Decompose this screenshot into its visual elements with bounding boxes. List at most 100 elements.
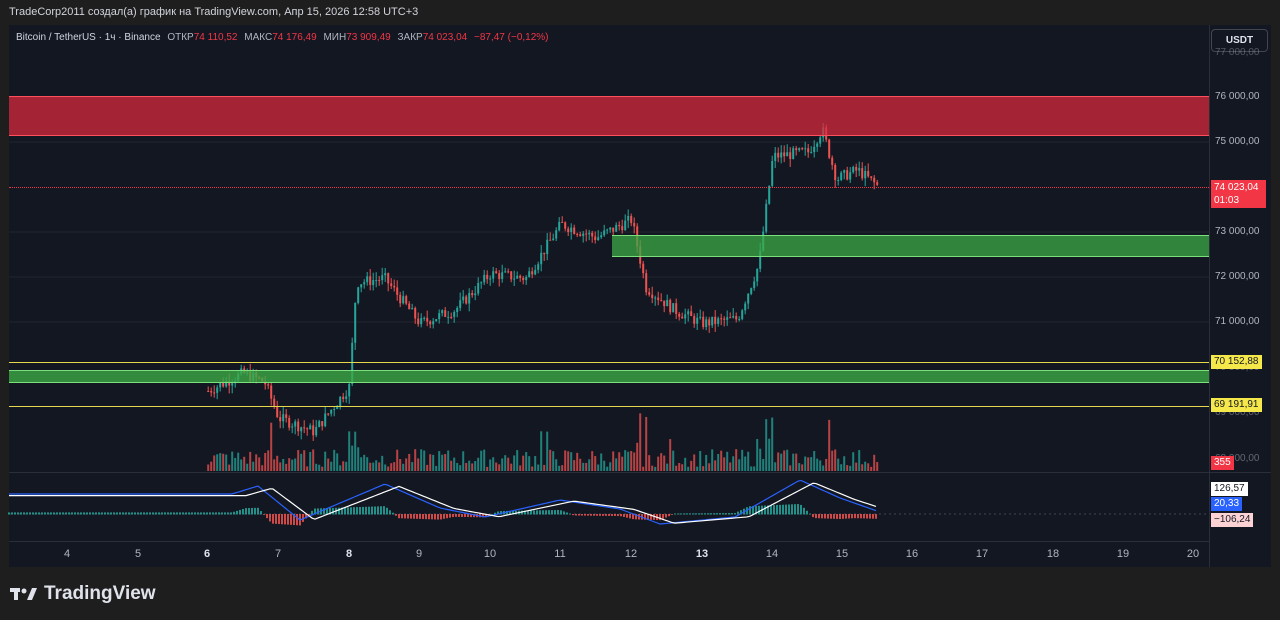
macd-histogram-bar (77, 512, 79, 515)
macd-histogram-bar (533, 510, 535, 515)
change-value: −87,47 (−0,12%) (474, 32, 549, 43)
macd-histogram-bar (554, 510, 556, 515)
macd-histogram-bar (23, 512, 25, 515)
volume-bar (324, 451, 327, 471)
candle-body (750, 288, 753, 294)
macd-histogram-bar (110, 512, 112, 515)
volume-bar (486, 466, 489, 471)
level-line-upper[interactable] (9, 362, 1209, 363)
candle-body (558, 221, 561, 231)
volume-bar (354, 431, 357, 471)
macd-histogram-bar (365, 506, 367, 515)
volume-bar (852, 452, 855, 471)
candle-body (333, 409, 336, 411)
macd-histogram-bar (356, 507, 358, 515)
level-tag-lower[interactable]: 69 191,91 (1211, 398, 1262, 412)
macd-histogram-bar (731, 513, 733, 515)
candle-body (303, 427, 306, 429)
candle-body (492, 271, 495, 279)
resistance-zone[interactable] (9, 96, 1209, 136)
macd-histogram-bar (776, 504, 778, 515)
candle-body (468, 292, 471, 304)
level-line-lower[interactable] (9, 406, 1209, 407)
macd-histogram-bar (695, 513, 697, 515)
tradingview-logo[interactable]: TradingView (10, 583, 156, 605)
candle-body (858, 168, 861, 171)
volume-bar (642, 466, 645, 471)
macd-histogram-bar (269, 514, 271, 522)
candle-body (564, 222, 567, 229)
macd-histogram-bar (239, 509, 241, 515)
volume-bar (213, 455, 216, 471)
volume-bar (255, 454, 258, 471)
candle-body (666, 299, 669, 307)
candle-body (819, 137, 822, 144)
volume-bar (453, 457, 456, 471)
candle-body (741, 310, 744, 320)
volume-bar (813, 450, 816, 471)
macd-histogram-bar (224, 512, 226, 515)
macd-histogram-bar (341, 507, 343, 515)
time-label: 11 (554, 548, 566, 560)
candle-body (870, 176, 873, 178)
candle-body (546, 239, 549, 255)
volume-bar (309, 452, 312, 471)
volume-bar (447, 450, 450, 471)
volume-bar (552, 451, 555, 471)
volume-bar (294, 458, 297, 471)
volume-bar (570, 452, 573, 471)
candle-body (324, 413, 327, 427)
candle-body (423, 317, 426, 319)
macd-histogram-bar (236, 510, 238, 515)
candle-body (816, 143, 819, 147)
candle-body (438, 313, 441, 320)
symbol-name[interactable]: Bitcoin / TetherUS · 1ч · Binance (16, 32, 161, 43)
macd-histogram-bar (47, 512, 49, 515)
candle-body (432, 321, 435, 325)
volume-bar (810, 457, 813, 471)
candle-body (627, 215, 630, 221)
price-label: 69 000,00 (1215, 407, 1260, 418)
level-tag-upper[interactable]: 70 152,88 (1211, 355, 1262, 369)
candle-body (681, 316, 684, 319)
macd-histogram-bar (464, 514, 466, 517)
support-zone-lower[interactable] (9, 370, 1209, 383)
candle-body (579, 234, 582, 236)
current-price-tag[interactable]: 74 023,04 01:03 (1211, 180, 1266, 208)
macd-histogram-bar (563, 511, 565, 515)
candle-body (408, 303, 411, 310)
support-zone-upper[interactable] (612, 235, 1209, 257)
volume-bar (519, 465, 522, 471)
current-price-line (9, 187, 1209, 188)
volume-bar (843, 456, 846, 471)
macd-histogram-bar (605, 514, 607, 516)
candle-body (798, 148, 801, 151)
volume-bar (423, 450, 426, 471)
macd-histogram-bar (470, 514, 472, 518)
macd-histogram-bar (434, 514, 436, 520)
candle-body (693, 316, 696, 324)
volume-bar (465, 462, 468, 471)
macd-histogram-bar (125, 512, 127, 515)
macd-histogram-bar (803, 507, 805, 515)
volume-bar (618, 452, 621, 471)
macd-histogram-bar (302, 514, 304, 522)
macd-histogram-bar (725, 513, 727, 515)
candle-body (759, 250, 762, 269)
volume-bar (804, 456, 807, 471)
volume-bar (459, 465, 462, 471)
macd-histogram-bar (44, 512, 46, 515)
time-label: 17 (975, 548, 989, 560)
candle-body (699, 316, 702, 318)
macd-histogram-bar (380, 506, 382, 515)
volume-bar (792, 453, 795, 471)
currency-button[interactable]: USDT (1211, 29, 1268, 52)
volume-bar (594, 456, 597, 471)
pane-divider[interactable] (9, 472, 1271, 473)
candle-body (357, 287, 360, 303)
macd-histogram-bar (215, 512, 217, 515)
macd-histogram-bar (71, 512, 73, 515)
volume-bar (216, 454, 219, 471)
macd-histogram-bar (86, 512, 88, 515)
